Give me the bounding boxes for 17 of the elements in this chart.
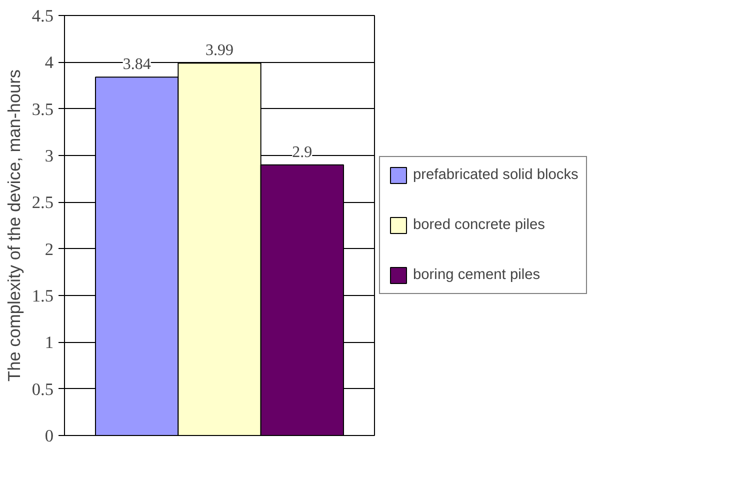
y-tick-label: 0	[44, 426, 54, 446]
y-tick-label: 1.5	[32, 286, 54, 306]
y-tick-label: 3	[44, 146, 54, 166]
y-axis-title: The complexity of the device, man-hours	[4, 69, 24, 382]
legend-label: bored concrete piles	[413, 217, 545, 233]
y-tick-label: 2	[44, 240, 54, 259]
y-tick-label: 4	[44, 53, 54, 72]
y-tick-label: 4.5	[32, 6, 54, 26]
data-label: 2.9	[292, 144, 312, 161]
y-tick-label: 1	[44, 333, 54, 352]
y-tick-label: 0.5	[32, 380, 54, 399]
data-label: 3.84	[122, 56, 151, 74]
y-tick-label: 2.5	[32, 193, 54, 212]
data-label: 3.99	[206, 42, 234, 60]
legend-label: boring cement piles	[413, 267, 540, 283]
y-tick-label: 3.5	[32, 100, 54, 119]
legend-label: prefabricated solid blocks	[413, 167, 578, 183]
